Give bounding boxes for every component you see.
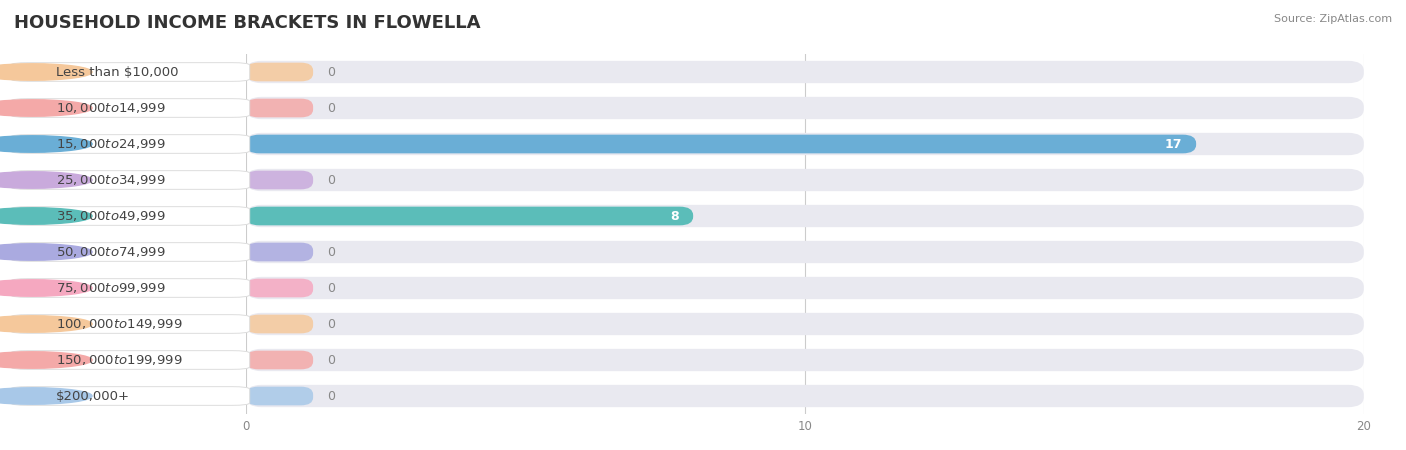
Circle shape [0, 244, 91, 260]
Circle shape [0, 280, 91, 296]
Circle shape [0, 316, 91, 332]
Text: 8: 8 [671, 210, 679, 222]
Text: $15,000 to $24,999: $15,000 to $24,999 [56, 137, 166, 151]
Circle shape [0, 388, 91, 404]
FancyBboxPatch shape [10, 315, 250, 333]
Circle shape [0, 172, 91, 188]
FancyBboxPatch shape [246, 99, 314, 117]
Text: $200,000+: $200,000+ [56, 390, 129, 402]
Text: 0: 0 [328, 174, 335, 186]
FancyBboxPatch shape [246, 315, 314, 333]
FancyBboxPatch shape [10, 351, 250, 369]
Text: $25,000 to $34,999: $25,000 to $34,999 [56, 173, 166, 187]
FancyBboxPatch shape [246, 385, 1364, 407]
FancyBboxPatch shape [246, 313, 1364, 335]
FancyBboxPatch shape [246, 61, 1364, 83]
Text: $35,000 to $49,999: $35,000 to $49,999 [56, 209, 166, 223]
FancyBboxPatch shape [10, 63, 250, 81]
Text: $150,000 to $199,999: $150,000 to $199,999 [56, 353, 183, 367]
FancyBboxPatch shape [246, 97, 1364, 119]
Text: 17: 17 [1164, 138, 1182, 150]
FancyBboxPatch shape [246, 207, 693, 225]
Text: 0: 0 [328, 354, 335, 366]
FancyBboxPatch shape [246, 349, 1364, 371]
FancyBboxPatch shape [246, 205, 1364, 227]
FancyBboxPatch shape [246, 171, 314, 189]
Text: Less than $10,000: Less than $10,000 [56, 66, 179, 78]
FancyBboxPatch shape [246, 387, 314, 405]
FancyBboxPatch shape [246, 243, 314, 261]
Circle shape [0, 64, 91, 80]
Text: 0: 0 [328, 66, 335, 78]
FancyBboxPatch shape [10, 387, 250, 405]
FancyBboxPatch shape [10, 171, 250, 189]
Text: $100,000 to $149,999: $100,000 to $149,999 [56, 317, 183, 331]
Circle shape [0, 208, 91, 224]
Text: 0: 0 [328, 102, 335, 114]
FancyBboxPatch shape [246, 277, 1364, 299]
Text: HOUSEHOLD INCOME BRACKETS IN FLOWELLA: HOUSEHOLD INCOME BRACKETS IN FLOWELLA [14, 14, 481, 32]
FancyBboxPatch shape [10, 135, 250, 153]
FancyBboxPatch shape [246, 279, 314, 297]
Circle shape [0, 100, 91, 116]
FancyBboxPatch shape [246, 351, 314, 369]
Text: $10,000 to $14,999: $10,000 to $14,999 [56, 101, 166, 115]
FancyBboxPatch shape [10, 99, 250, 117]
Text: 0: 0 [328, 318, 335, 330]
Text: 0: 0 [328, 246, 335, 258]
Text: 0: 0 [328, 282, 335, 294]
FancyBboxPatch shape [10, 243, 250, 261]
FancyBboxPatch shape [246, 133, 1364, 155]
Text: $75,000 to $99,999: $75,000 to $99,999 [56, 281, 166, 295]
FancyBboxPatch shape [246, 63, 314, 81]
FancyBboxPatch shape [10, 207, 250, 225]
Text: 0: 0 [328, 390, 335, 402]
FancyBboxPatch shape [10, 279, 250, 297]
Circle shape [0, 136, 91, 152]
FancyBboxPatch shape [246, 169, 1364, 191]
Text: $50,000 to $74,999: $50,000 to $74,999 [56, 245, 166, 259]
FancyBboxPatch shape [246, 135, 1197, 153]
Circle shape [0, 352, 91, 368]
FancyBboxPatch shape [246, 241, 1364, 263]
Text: Source: ZipAtlas.com: Source: ZipAtlas.com [1274, 14, 1392, 23]
